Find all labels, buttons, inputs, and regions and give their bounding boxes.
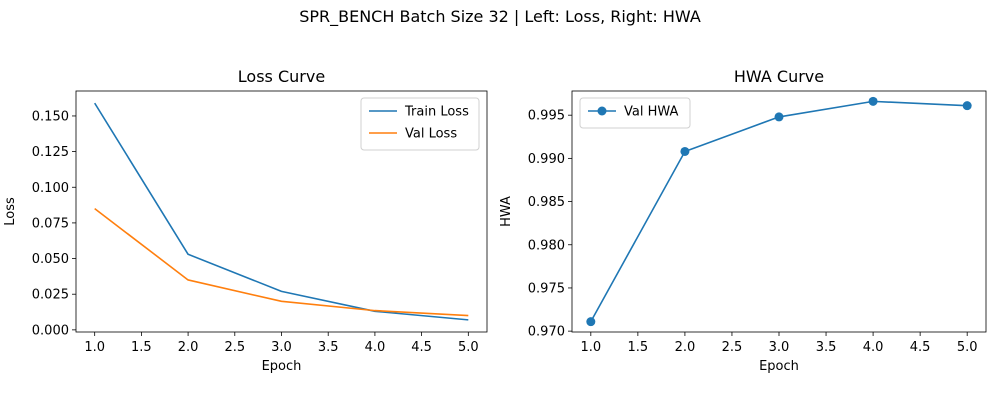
hwa-y-tick-label: 0.975 [528,281,565,296]
loss-axes-frame [75,90,488,333]
hwa-series-val-hwa-point [868,96,878,106]
hwa-y-tick-label: 0.990 [528,152,565,167]
hwa-series-val-hwa-point [680,146,690,156]
loss-legend-label: Val Loss [405,127,457,142]
hwa-legend-label: Val HWA [624,105,679,120]
hwa-x-tick-label: 3.5 [816,340,837,355]
loss-y-tick-label: 0.125 [32,145,69,160]
hwa-x-tick-label: 1.5 [628,340,649,355]
loss-y-tick-label: 0.000 [32,323,69,338]
hwa-series-val-hwa-point [962,101,972,111]
loss-y-tick-label: 0.050 [32,252,69,267]
loss-x-tick-label: 2.5 [224,340,245,355]
loss-x-tick-label: 4.0 [365,340,386,355]
hwa-x-tick-label: 4.0 [863,340,884,355]
hwa-x-tick-label: 5.0 [957,340,978,355]
loss-x-tick-label: 3.0 [271,340,292,355]
hwa-legend-marker [597,106,607,116]
loss-series-val-loss-line [94,208,469,317]
hwa-x-tick-label: 1.0 [580,340,601,355]
hwa-legend-box [579,97,691,129]
loss-x-tick-label: 4.5 [411,340,432,355]
hwa-y-axis-label: HWA [499,196,514,227]
hwa-x-tick-label: 2.5 [722,340,743,355]
hwa-series-val-hwa-line [590,100,968,323]
loss-title: Loss Curve [238,67,325,86]
loss-x-tick-label: 5.0 [458,340,479,355]
hwa-series-val-hwa-point [774,112,784,122]
hwa-legend: Val HWA [579,97,691,129]
hwa-y-tick-label: 0.985 [528,195,565,210]
loss-x-tick-label: 2.0 [178,340,199,355]
hwa-x-tick-label: 4.5 [910,340,931,355]
loss-y-tick-label: 0.100 [32,181,69,196]
hwa-x-axis-label: Epoch [759,359,799,374]
hwa-series-val-hwa-point [586,317,596,327]
hwa-x-tick-label: 2.0 [675,340,696,355]
loss-y-tick-label: 0.150 [32,109,69,124]
loss-series-train-loss-line [94,102,469,321]
hwa-y-tick-label: 0.995 [528,109,565,124]
loss-legend-label: Train Loss [404,105,469,120]
figure-suptitle: SPR_BENCH Batch Size 32 | Left: Loss, Ri… [299,7,701,27]
hwa-x-tick-label: 3.0 [769,340,790,355]
loss-x-tick-label: 3.5 [318,340,339,355]
hwa-y-tick-label: 0.970 [528,325,565,340]
loss-x-axis-label: Epoch [262,359,302,374]
loss-y-tick-label: 0.025 [32,288,69,303]
loss-y-tick-label: 0.075 [32,216,69,231]
loss-legend: Train Loss Val Loss [360,97,480,151]
loss-curve-panel: Loss Curve 1.0 1.5 2.0 2.5 3.0 3.5 4.0 4.5 5.0 0.0… [3,67,488,374]
hwa-title: HWA Curve [734,67,824,86]
loss-x-tick-label: 1.5 [131,340,152,355]
loss-y-axis-label: Loss [3,197,18,226]
hwa-axes-frame [571,90,987,333]
hwa-curve-panel: HWA Curve 1.0 1.5 2.0 2.5 3.0 3.5 4.0 4.5 5.0 0.97… [499,67,987,374]
loss-x-tick-label: 1.0 [84,340,105,355]
hwa-y-tick-label: 0.980 [528,238,565,253]
